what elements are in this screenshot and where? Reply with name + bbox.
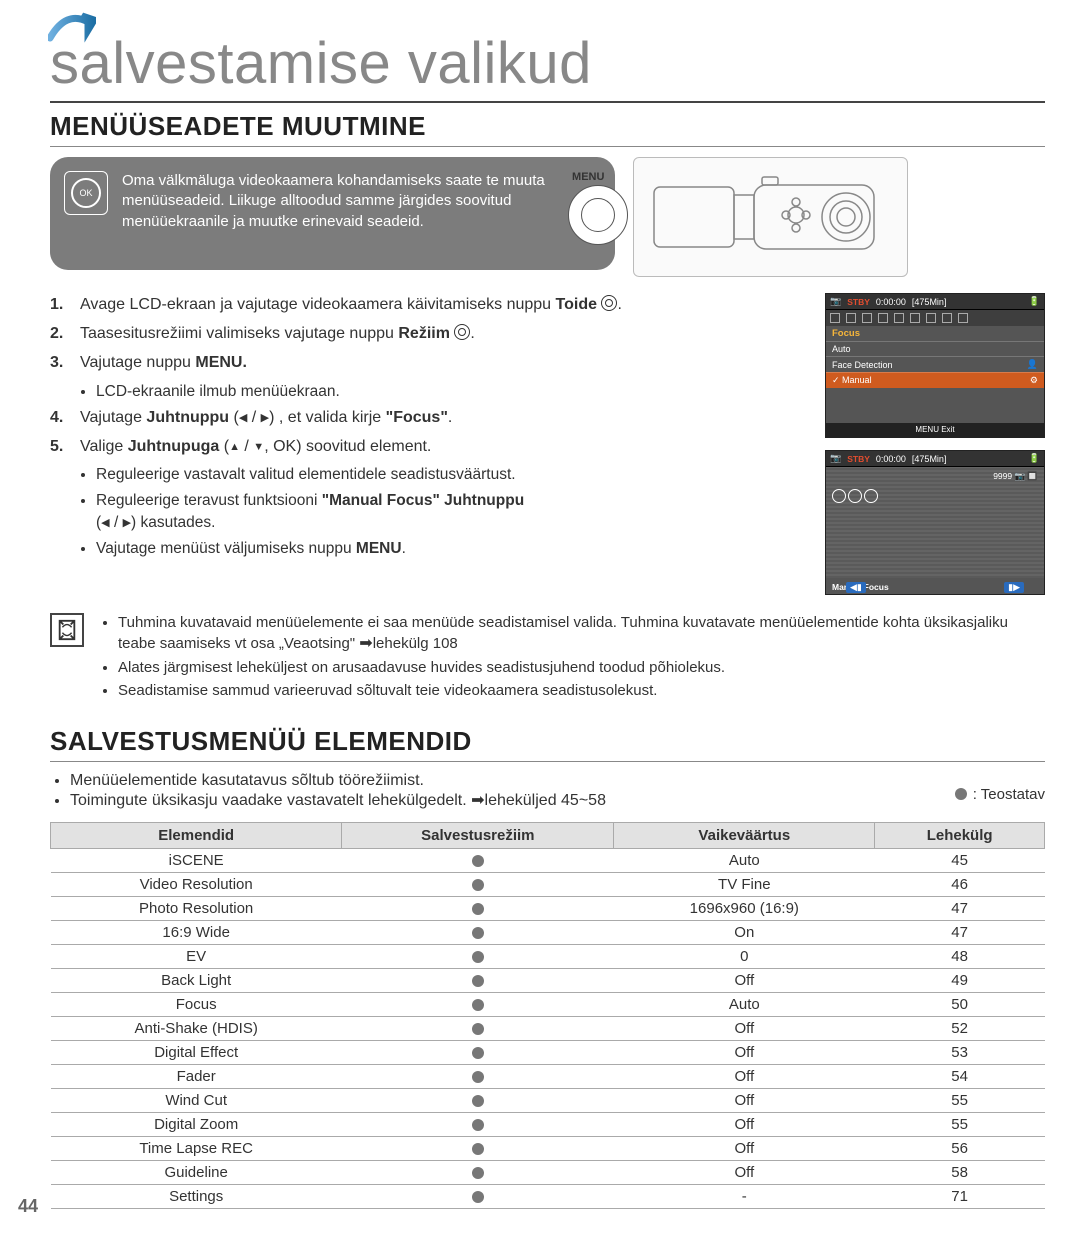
camera-illustration bbox=[633, 157, 908, 277]
step-3-sub1: LCD-ekraanile ilmub menüüekraan. bbox=[96, 381, 805, 403]
table-header: Vaikeväärtus bbox=[614, 823, 875, 849]
page-title: salvestamise valikud bbox=[50, 30, 1045, 103]
lead-1: Menüüelementide kasutatavus sõltub tööre… bbox=[70, 772, 606, 790]
table-row: FocusAuto50 bbox=[51, 993, 1045, 1017]
table-row: Digital EffectOff53 bbox=[51, 1041, 1045, 1065]
arrow-swoosh-icon bbox=[48, 8, 96, 48]
step-2: Taasesitusrežiimi valimiseks vajutage nu… bbox=[50, 322, 805, 345]
note-icon bbox=[50, 613, 84, 647]
note-block: Tuhmina kuvatavaid menüüelemente ei saa … bbox=[50, 613, 1045, 704]
step-1: Avage LCD-ekraan ja vajutage videokaamer… bbox=[50, 293, 805, 316]
lcd-screenshot-1: 📷STBY0:00:00[475Min]🔋 Focus Auto Face De… bbox=[825, 293, 1045, 438]
table-row: Back LightOff49 bbox=[51, 969, 1045, 993]
table-row: iSCENEAuto45 bbox=[51, 849, 1045, 873]
lcd-screenshot-2: 📷STBY0:00:00[475Min]🔋 9999 📷 🔲 Manual Fo… bbox=[825, 450, 1045, 595]
table-header: Lehekülg bbox=[875, 823, 1045, 849]
step-4: Vajutage Juhtnuppu (◀ / ▶) , et valida k… bbox=[50, 406, 805, 429]
table-row: FaderOff54 bbox=[51, 1065, 1045, 1089]
menu-instruction-box: OK Oma välkmäluga videokaamera kohandami… bbox=[50, 157, 615, 270]
lead-2: Toimingute üksikasju vaadake vastavatelt… bbox=[70, 790, 606, 810]
step-5-sub3: Vajutage menüüst väljumiseks nuppu MENU. bbox=[96, 538, 805, 560]
table-row: Wind CutOff55 bbox=[51, 1089, 1045, 1113]
page-number: 44 bbox=[18, 1196, 38, 1217]
legend: : Teostatav bbox=[955, 786, 1045, 803]
ok-label: OK bbox=[71, 178, 101, 208]
ok-button-icon: OK bbox=[64, 171, 108, 215]
menu-label: MENU bbox=[572, 171, 604, 183]
power-icon bbox=[601, 295, 617, 311]
table-row: Anti-Shake (HDIS)Off52 bbox=[51, 1017, 1045, 1041]
menu-elements-table: ElemendidSalvestusrežiimVaikeväärtusLehe… bbox=[50, 822, 1045, 1209]
table-row: Time Lapse RECOff56 bbox=[51, 1137, 1045, 1161]
table-row: Photo Resolution1696x960 (16:9)47 bbox=[51, 897, 1045, 921]
table-row: EV048 bbox=[51, 945, 1045, 969]
note-1: Tuhmina kuvatavaid menüüelemente ei saa … bbox=[118, 613, 1045, 655]
section-heading-1: MENÜÜSEADETE MUUTMINE bbox=[50, 111, 1045, 147]
note-2: Alates järgmisest leheküljest on arusaad… bbox=[118, 658, 1045, 678]
table-row: Video ResolutionTV Fine46 bbox=[51, 873, 1045, 897]
step-3: Vajutage nuppu MENU. bbox=[50, 351, 805, 374]
table-header: Salvestusrežiim bbox=[342, 823, 614, 849]
table-row: 16:9 WideOn47 bbox=[51, 921, 1045, 945]
table-header: Elemendid bbox=[51, 823, 342, 849]
note-3: Seadistamise sammud varieeruvad sõltuval… bbox=[118, 681, 1045, 701]
table-row: GuidelineOff58 bbox=[51, 1161, 1045, 1185]
step-5-sub2: Reguleerige teravust funktsiooni "Manual… bbox=[96, 490, 805, 535]
section-heading-2: SALVESTUSMENÜÜ ELEMENDID bbox=[50, 726, 1045, 762]
menu-box-text: Oma välkmäluga videokaamera kohandamisek… bbox=[122, 171, 554, 232]
table-row: Digital ZoomOff55 bbox=[51, 1113, 1045, 1137]
instruction-list: Avage LCD-ekraan ja vajutage videokaamer… bbox=[50, 293, 805, 563]
mode-icon bbox=[454, 324, 470, 340]
step-5-sub1: Reguleerige vastavalt valitud elementide… bbox=[96, 464, 805, 486]
table-row: Settings-71 bbox=[51, 1185, 1045, 1209]
menu-button-illustration: MENU bbox=[568, 171, 595, 256]
step-5: Valige Juhtnupuga (▲ / ▼, OK) soovitud e… bbox=[50, 435, 805, 458]
